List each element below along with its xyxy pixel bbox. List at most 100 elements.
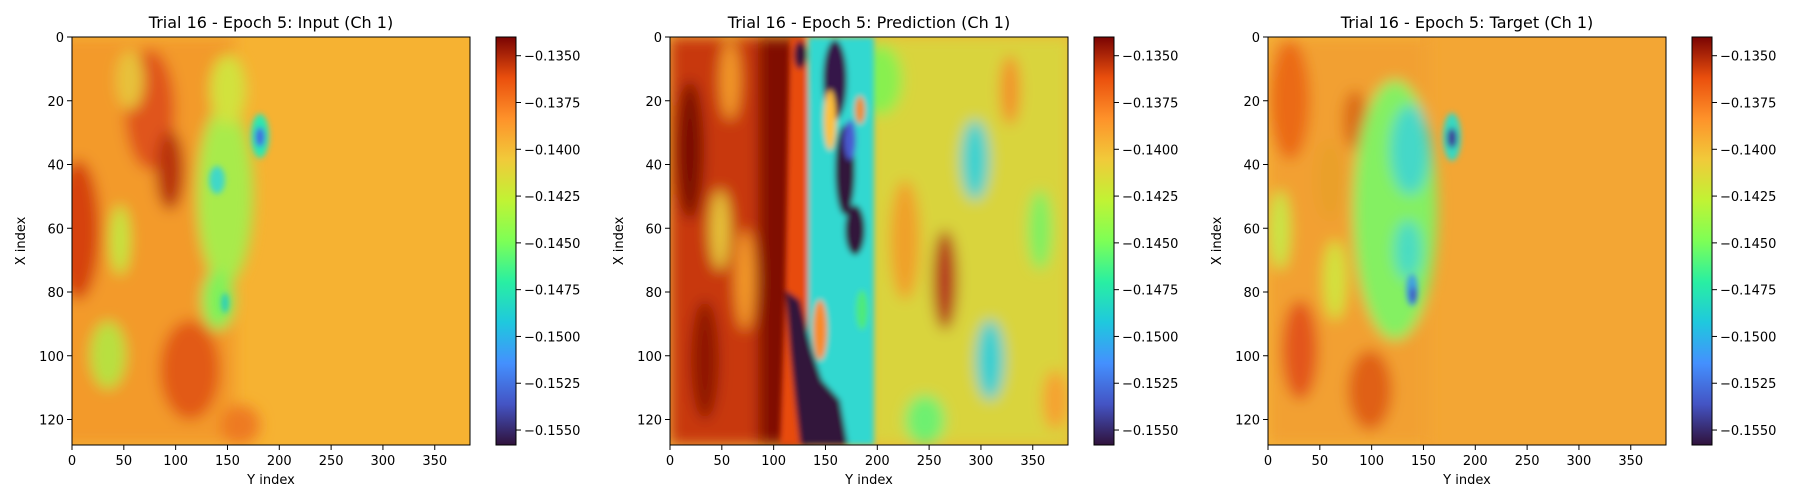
x-tick-label: 200: [1463, 454, 1488, 469]
x-axis-label: Y index: [844, 473, 893, 488]
y-tick-label: 120: [39, 414, 64, 429]
colorbar-gradient: [495, 36, 517, 446]
colorbar-tick-label: −0.1475: [524, 284, 580, 299]
y-axis-label: X index: [14, 216, 29, 265]
heatmap-image: [670, 37, 1068, 445]
x-tick-label: 200: [865, 454, 890, 469]
panel-input: Trial 16 - Epoch 5: Input (Ch 1): [14, 13, 580, 488]
y-axis-label: X index: [1210, 216, 1225, 265]
x-axis-label: Y index: [1442, 473, 1491, 488]
y-tick-label: 100: [1235, 350, 1260, 365]
plot-frame: [1267, 36, 1667, 446]
y-axis: 0 20 40 60 80 100 120: [1235, 31, 1268, 429]
x-axis: 0 50 100 150 200 250 300 350: [666, 445, 1045, 469]
colorbar: −0.1350 −0.1375 −0.1400 −0.1425 −0.1450 −0.14…: [1691, 36, 1776, 446]
colorbar: −0.1350 −0.1375 −0.1400 −0.1425 −0.1450 −0.14…: [1093, 36, 1178, 446]
y-tick-label: 120: [637, 414, 662, 429]
panel-prediction: Trial 16 - Epoch 5: Prediction (Ch 1): [612, 13, 1178, 488]
x-tick-label: 350: [1020, 454, 1045, 469]
x-tick-label: 50: [1312, 454, 1329, 469]
x-tick-label: 300: [1567, 454, 1592, 469]
colorbar: −0.1350 −0.1375 −0.1400 −0.1425 −0.1450 −0.14…: [495, 36, 580, 446]
y-tick-label: 60: [47, 222, 64, 237]
panel-target: Trial 16 - Epoch 5: Target (Ch 1): [1210, 13, 1776, 488]
colorbar-tick-label: −0.1525: [1122, 377, 1178, 392]
colorbar-tick-label: −0.1500: [524, 330, 580, 345]
x-tick-label: 200: [267, 454, 292, 469]
colorbar-tick-label: −0.1525: [524, 377, 580, 392]
colorbar-tick-label: −0.1375: [1720, 97, 1776, 112]
x-tick-label: 300: [969, 454, 994, 469]
x-tick-label: 50: [116, 454, 133, 469]
colorbar-gradient: [1691, 36, 1713, 446]
colorbar-tick-label: −0.1375: [524, 97, 580, 112]
y-axis: 0 20 40 60 80 100 120: [637, 31, 670, 429]
x-tick-label: 250: [1515, 454, 1540, 469]
x-tick-label: 350: [422, 454, 447, 469]
x-tick-label: 150: [1411, 454, 1436, 469]
colorbar-gradient: [1093, 36, 1115, 446]
heatmap-image: [72, 37, 470, 445]
colorbar-tick-label: −0.1400: [524, 143, 580, 158]
colorbar-ticks: −0.1350 −0.1375 −0.1400 −0.1425 −0.1450 −0.14…: [516, 50, 580, 439]
colorbar-tick-label: −0.1550: [1122, 424, 1178, 439]
y-tick-label: 40: [47, 159, 64, 174]
colorbar-tick-label: −0.1500: [1720, 330, 1776, 345]
colorbar-tick-label: −0.1525: [1720, 377, 1776, 392]
y-tick-label: 100: [39, 350, 64, 365]
colorbar-tick-label: −0.1475: [1122, 284, 1178, 299]
plot-frame: [669, 36, 1069, 446]
chart-title: Trial 16 - Epoch 5: Prediction (Ch 1): [727, 13, 1010, 32]
x-tick-label: 50: [714, 454, 731, 469]
y-axis-label: X index: [612, 216, 627, 265]
plot-frame: [71, 36, 471, 446]
x-tick-label: 250: [319, 454, 344, 469]
x-tick-label: 350: [1618, 454, 1643, 469]
colorbar-ticks: −0.1350 −0.1375 −0.1400 −0.1425 −0.1450 −0.14…: [1712, 50, 1776, 439]
colorbar-tick-label: −0.1450: [524, 237, 580, 252]
y-tick-label: 80: [645, 286, 662, 301]
colorbar-tick-label: −0.1550: [1720, 424, 1776, 439]
colorbar-tick-label: −0.1400: [1720, 143, 1776, 158]
colorbar-tick-label: −0.1400: [1122, 143, 1178, 158]
x-axis: 0 50 100 150 200 250 300 350: [1264, 445, 1643, 469]
y-tick-label: 80: [1243, 286, 1260, 301]
colorbar-tick-label: −0.1375: [1122, 97, 1178, 112]
y-tick-label: 20: [1243, 95, 1260, 110]
y-tick-label: 0: [56, 31, 64, 46]
x-tick-label: 250: [917, 454, 942, 469]
colorbar-tick-label: −0.1500: [1122, 330, 1178, 345]
x-tick-label: 0: [68, 454, 76, 469]
x-tick-label: 100: [163, 454, 188, 469]
colorbar-tick-label: −0.1425: [1122, 190, 1178, 205]
y-tick-label: 100: [637, 350, 662, 365]
x-tick-label: 100: [761, 454, 786, 469]
y-tick-label: 80: [47, 286, 64, 301]
colorbar-tick-label: −0.1450: [1720, 237, 1776, 252]
y-tick-label: 20: [645, 95, 662, 110]
x-axis: 0 50 100 150 200 250 300 350: [68, 445, 447, 469]
x-tick-label: 0: [1264, 454, 1272, 469]
colorbar-tick-label: −0.1350: [524, 50, 580, 65]
y-tick-label: 20: [47, 95, 64, 110]
colorbar-tick-label: −0.1475: [1720, 284, 1776, 299]
y-tick-label: 60: [645, 222, 662, 237]
colorbar-tick-label: −0.1425: [524, 190, 580, 205]
y-tick-label: 0: [654, 31, 662, 46]
colorbar-tick-label: −0.1550: [524, 424, 580, 439]
x-tick-label: 0: [666, 454, 674, 469]
y-tick-label: 60: [1243, 222, 1260, 237]
colorbar-tick-label: −0.1425: [1720, 190, 1776, 205]
y-tick-label: 0: [1252, 31, 1260, 46]
colorbar-tick-label: −0.1350: [1720, 50, 1776, 65]
y-axis: 0 20 40 60 80 100 120: [39, 31, 72, 429]
y-tick-label: 120: [1235, 414, 1260, 429]
x-tick-label: 300: [371, 454, 396, 469]
x-tick-label: 100: [1359, 454, 1384, 469]
x-tick-label: 150: [813, 454, 838, 469]
y-tick-label: 40: [645, 159, 662, 174]
heatmap-image: [1268, 37, 1666, 445]
colorbar-tick-label: −0.1350: [1122, 50, 1178, 65]
chart-title: Trial 16 - Epoch 5: Input (Ch 1): [148, 13, 393, 32]
